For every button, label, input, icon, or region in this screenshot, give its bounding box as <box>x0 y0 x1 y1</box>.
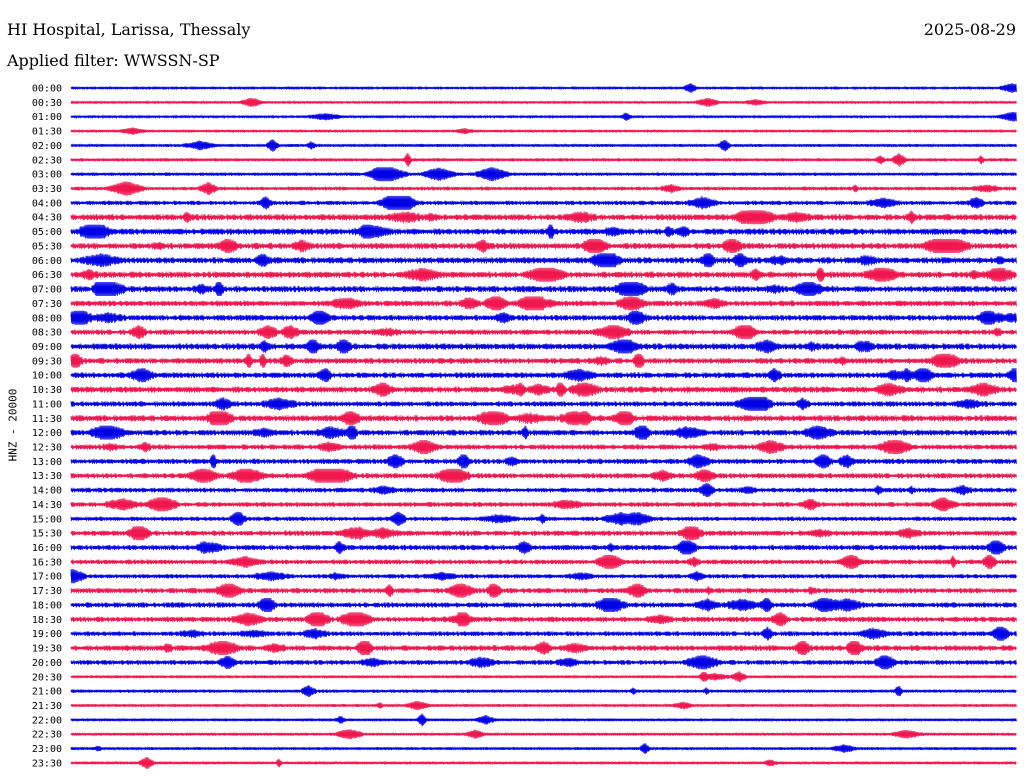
time-label: 08:00 <box>32 313 62 324</box>
time-label: 19:00 <box>32 629 62 640</box>
time-label: 20:00 <box>32 658 62 669</box>
time-label: 02:30 <box>32 155 62 166</box>
time-label: 15:30 <box>32 529 62 540</box>
time-label: 03:30 <box>32 184 62 195</box>
time-label: 17:00 <box>32 572 62 583</box>
time-label: 18:00 <box>32 600 62 611</box>
time-label: 14:00 <box>32 486 62 497</box>
record-date: 2025-08-29 <box>923 20 1016 39</box>
station-title: HI Hospital, Larissa, Thessaly <box>7 20 251 39</box>
time-label: 18:30 <box>32 615 62 626</box>
time-label: 05:00 <box>32 227 62 238</box>
time-label: 15:00 <box>32 514 62 525</box>
time-label: 02:00 <box>32 141 62 152</box>
time-label: 22:00 <box>32 715 62 726</box>
time-label: 04:00 <box>32 198 62 209</box>
time-label: 00:30 <box>32 98 62 109</box>
time-label: 21:30 <box>32 701 62 712</box>
time-label: 14:30 <box>32 500 62 511</box>
time-label: 06:30 <box>32 270 62 281</box>
time-label: 19:30 <box>32 644 62 655</box>
time-label: 23:30 <box>32 758 62 769</box>
time-label: 16:30 <box>32 557 62 568</box>
time-label: 16:00 <box>32 543 62 554</box>
time-label: 13:30 <box>32 471 62 482</box>
seismic-trace <box>70 396 1017 411</box>
time-label: 12:00 <box>32 428 62 439</box>
time-label: 11:30 <box>32 414 62 425</box>
time-label: 04:30 <box>32 213 62 224</box>
time-label: 12:30 <box>32 443 62 454</box>
time-label: 10:30 <box>32 385 62 396</box>
time-label: 06:00 <box>32 256 62 267</box>
time-label: 10:00 <box>32 371 62 382</box>
time-label: 09:00 <box>32 342 62 353</box>
time-label: 21:00 <box>32 687 62 698</box>
time-label: 22:30 <box>32 730 62 741</box>
time-label: 01:00 <box>32 112 62 123</box>
time-label: 07:00 <box>32 285 62 296</box>
time-label: 05:30 <box>32 241 62 252</box>
time-label: 01:30 <box>32 127 62 138</box>
seismic-trace <box>70 640 1017 656</box>
time-label: 20:30 <box>32 672 62 683</box>
time-label: 17:30 <box>32 586 62 597</box>
time-label: 23:00 <box>32 744 62 755</box>
filter-label: Applied filter: WWSSN-SP <box>7 51 220 70</box>
time-label: 11:00 <box>32 399 62 410</box>
time-label: 08:30 <box>32 328 62 339</box>
time-label: 09:30 <box>32 356 62 367</box>
time-label: 13:00 <box>32 457 62 468</box>
time-label: 00:00 <box>32 84 62 95</box>
time-label: 03:00 <box>32 170 62 181</box>
time-label: 07:30 <box>32 299 62 310</box>
